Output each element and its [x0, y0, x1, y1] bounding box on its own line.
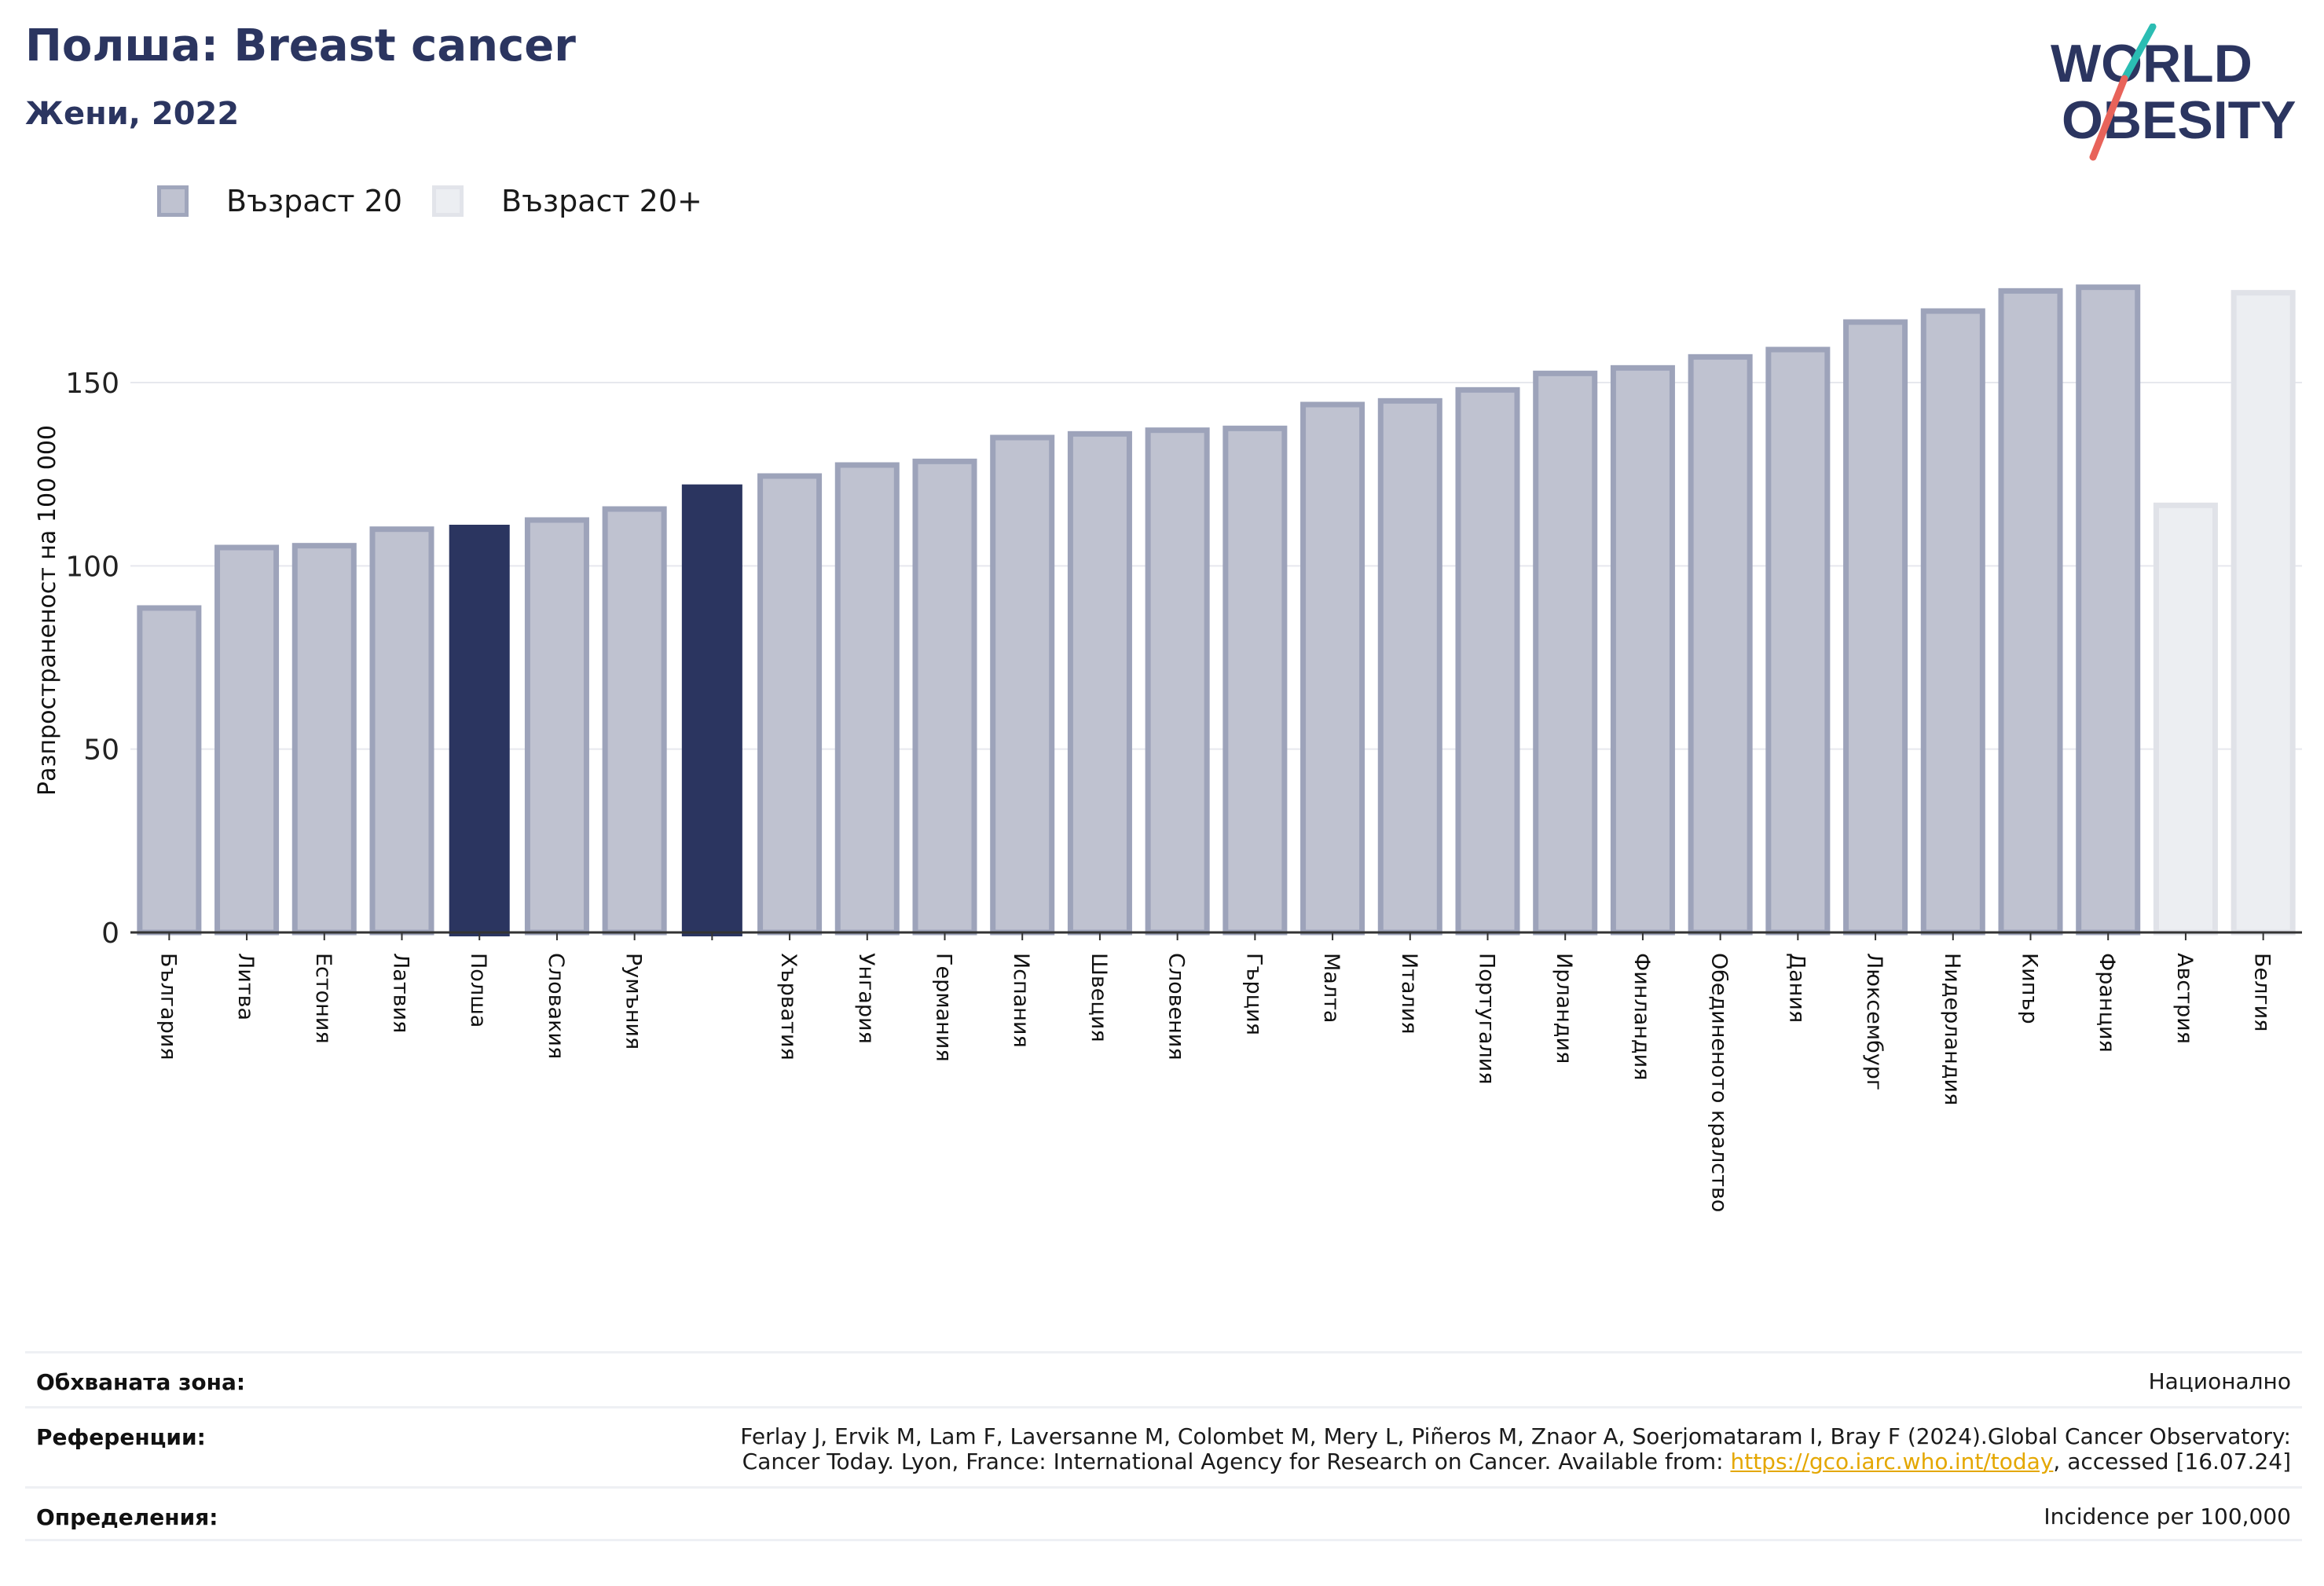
x-tick-label: Дания [1784, 953, 1809, 1023]
x-tick-label: Румъния [621, 953, 646, 1049]
x-tick-label: Унгария [854, 953, 878, 1044]
bar [1300, 401, 1365, 936]
bar [291, 543, 357, 936]
bar [1533, 370, 1598, 936]
bar [449, 525, 510, 936]
bar [1222, 425, 1288, 936]
x-tick-label: Словения [1164, 953, 1189, 1060]
bar [1145, 427, 1210, 936]
x-tick-label: Испания [1009, 953, 1033, 1048]
x-tick-label: Белгия [2250, 953, 2275, 1031]
bar [524, 517, 589, 936]
x-tick-label: Финландия [1629, 953, 1654, 1080]
chart-title: Полша: Breast cancer [25, 20, 576, 71]
logo-slash-coral [2089, 75, 2128, 161]
bar [912, 458, 977, 936]
bar [2076, 284, 2141, 936]
coverage-label: Обхваната зона: [36, 1369, 246, 1395]
x-tick-label: Обединеното кралство [1707, 953, 1732, 1212]
definitions-value: Incidence per 100,000 [2044, 1504, 2291, 1529]
bar [757, 473, 823, 936]
coverage-value: Национално [2148, 1368, 2291, 1394]
bar [602, 506, 667, 936]
references-line2: Cancer Today. Lyon, France: Internationa… [740, 1449, 2291, 1474]
x-tick-label: Полша [466, 953, 490, 1027]
y-tick-label: 150 [65, 368, 119, 400]
x-tick-label: Германия [932, 953, 956, 1062]
bar [214, 544, 280, 936]
chart-subtitle: Жени, 2022 [25, 96, 240, 132]
bar [1998, 288, 2063, 936]
references-label: Референции: [36, 1424, 206, 1450]
x-tick-label: Франция [2095, 953, 2119, 1053]
x-tick-label: България [156, 953, 180, 1060]
legend-label-age-20-plus: Възраст 20+ [501, 184, 702, 218]
references-line2-pre: Cancer Today. Lyon, France: Internationa… [742, 1449, 1731, 1474]
bar [1610, 364, 1675, 936]
bar [369, 526, 434, 936]
x-tick-label: Швеция [1087, 953, 1111, 1042]
bar [1377, 397, 1442, 936]
logo-line1: WORLD [2051, 34, 2253, 93]
bar [1920, 308, 1985, 936]
logo-slash-teal [2121, 24, 2157, 82]
references-link[interactable]: https://gco.iarc.who.int/today [1730, 1449, 2054, 1474]
x-tick-label: Нидерландия [1940, 953, 1964, 1105]
bar [1455, 386, 1520, 936]
x-tick-label: Италия [1397, 953, 1421, 1035]
x-tick-label: Люксембург [1862, 953, 1886, 1090]
references-line1: Ferlay J, Ervik M, Lam F, Laversanne M, … [740, 1423, 2291, 1449]
info-row-references: Референции: Ferlay J, Ervik M, Lam F, La… [25, 1406, 2302, 1486]
bar [1765, 346, 1831, 936]
references-line2-post: , accessed [16.07.24] [2053, 1449, 2291, 1474]
x-tick-label: Малта [1319, 953, 1343, 1023]
y-tick-label: 50 [83, 734, 119, 767]
definitions-label: Определения: [36, 1504, 218, 1530]
bar [990, 434, 1055, 936]
bar [834, 462, 900, 936]
bar [137, 605, 202, 936]
legend-label-age-20: Възраст 20 [226, 184, 402, 218]
x-tick-label: Кипър [2018, 953, 2042, 1024]
world-obesity-logo: WORLD OBESITY [2051, 24, 2297, 161]
x-tick-label: Естония [311, 953, 335, 1044]
bar [1688, 353, 1753, 936]
x-tick-label: Литва [233, 953, 258, 1020]
x-tick-label: Гърция [1241, 953, 1266, 1035]
y-tick-label: 0 [101, 918, 119, 950]
bar [1067, 430, 1132, 936]
info-row-definitions: Определения: Incidence per 100,000 [25, 1486, 2302, 1541]
legend-swatch-age-20-plus [432, 185, 464, 217]
info-table: Обхваната зона: Национално Референции: F… [25, 1351, 2302, 1541]
x-tick-label: Словакия [544, 953, 568, 1059]
y-axis-label: Разпространеност на 100 000 [34, 425, 61, 796]
x-tick-label: Латвия [389, 953, 413, 1033]
legend-swatch-age-20 [157, 185, 189, 217]
x-tick-label: Хърватия [776, 953, 801, 1060]
x-tick-label: Австрия [2172, 953, 2197, 1044]
bar [2153, 502, 2218, 936]
x-tick-label: Ирландия [1552, 953, 1576, 1064]
y-tick-label: 100 [65, 551, 119, 583]
references-value: Ferlay J, Ervik M, Lam F, Laversanne M, … [740, 1424, 2291, 1474]
bar [1843, 319, 1908, 936]
bar [681, 484, 742, 936]
info-row-coverage: Обхваната зона: Национално [25, 1351, 2302, 1406]
bar [2231, 290, 2296, 936]
x-tick-label: Португалия [1475, 953, 1499, 1084]
